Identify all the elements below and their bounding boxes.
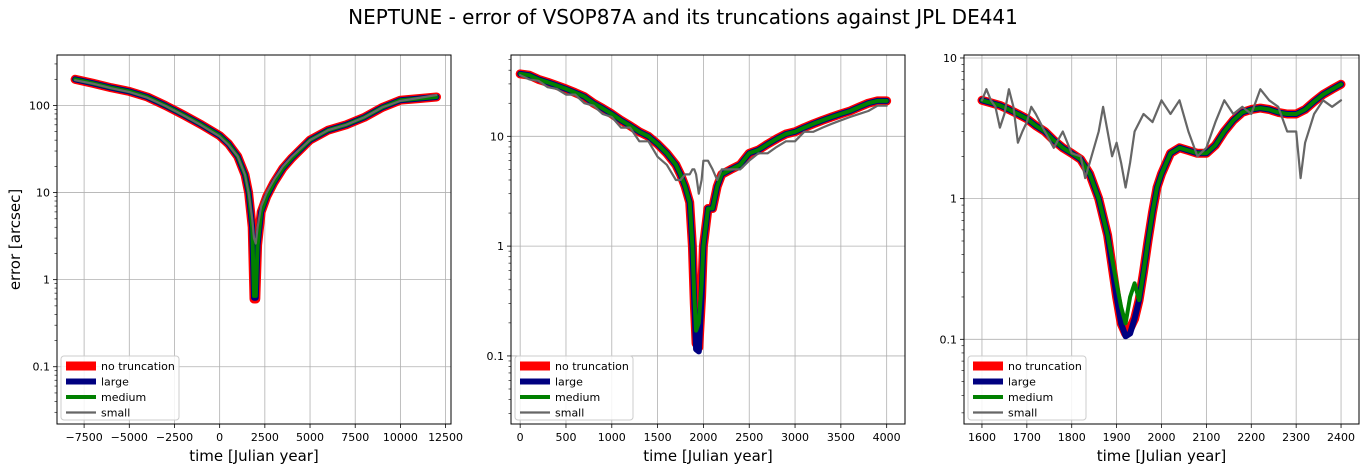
x-tick-label: 7500 (341, 431, 369, 444)
x-tick-label: 0 (216, 431, 223, 444)
x-tick-label: 1900 (1103, 431, 1131, 444)
y-tick-label: 100 (29, 99, 50, 112)
legend-label: small (555, 407, 584, 420)
legend-label: no truncation (555, 360, 629, 373)
y-tick-label: 1 (43, 274, 50, 287)
y-tick-label: 1 (497, 240, 504, 253)
x-tick-label: 2500 (251, 431, 279, 444)
x-tick-label: 2100 (1192, 431, 1220, 444)
x-tick-label: 10000 (383, 431, 418, 444)
y-axis-label: error [arcsec] (6, 189, 24, 290)
figure-title: NEPTUNE - error of VSOP87A and its trunc… (348, 5, 1018, 29)
y-tick-label: 10 (36, 187, 50, 200)
legend-label: large (555, 376, 583, 389)
series-medium-line (980, 82, 1343, 326)
y-tick-label: 1 (950, 193, 957, 206)
series-small-line (519, 74, 888, 195)
x-tick-label: 2000 (1148, 431, 1176, 444)
legend-label: medium (555, 391, 600, 404)
legend-label: medium (101, 391, 146, 404)
y-tick-label: 10 (943, 52, 957, 65)
x-tick-label: 1600 (968, 431, 996, 444)
x-axis-label: time [Julian year] (643, 447, 773, 465)
x-tick-label: 1000 (598, 431, 626, 444)
legend-box (514, 355, 634, 421)
x-tick-label: 5000 (296, 431, 324, 444)
legend-label: large (1008, 376, 1036, 389)
y-tick-label: 0.1 (940, 333, 958, 346)
x-tick-label: −5000 (111, 431, 148, 444)
x-tick-label: 1800 (1058, 431, 1086, 444)
legend-label: no truncation (1008, 360, 1082, 373)
x-tick-label: 12500 (428, 431, 463, 444)
x-tick-label: −2500 (156, 431, 193, 444)
x-axis-label: time [Julian year] (189, 447, 319, 465)
legend-label: small (1008, 407, 1037, 420)
x-tick-label: 0 (517, 431, 524, 444)
y-tick-label: 10 (490, 130, 504, 143)
legend-label: large (101, 376, 129, 389)
x-tick-label: 3500 (827, 431, 855, 444)
plot-frame (510, 54, 906, 425)
legend-label: no truncation (101, 360, 175, 373)
x-tick-label: 1700 (1013, 431, 1041, 444)
x-tick-label: 4000 (873, 431, 901, 444)
x-tick-label: 2400 (1327, 431, 1355, 444)
series-small-line (73, 79, 438, 245)
x-tick-label: 1500 (644, 431, 672, 444)
series-medium-line (518, 71, 889, 333)
legend-box (967, 355, 1087, 421)
y-tick-label: 0.1 (33, 361, 51, 374)
plot-frame (56, 54, 452, 425)
x-tick-label: 2500 (735, 431, 763, 444)
x-tick-label: 2200 (1237, 431, 1265, 444)
x-tick-label: −7500 (66, 431, 103, 444)
y-tick-label: 0.1 (487, 350, 505, 363)
x-tick-label: 500 (555, 431, 576, 444)
x-tick-label: 2000 (689, 431, 717, 444)
series-small-line (980, 88, 1343, 189)
x-axis-label: time [Julian year] (1097, 447, 1227, 465)
legend-box (60, 355, 180, 421)
x-tick-label: 3000 (781, 431, 809, 444)
legend-label: medium (1008, 391, 1053, 404)
x-tick-label: 2300 (1282, 431, 1310, 444)
legend-label: small (101, 407, 130, 420)
